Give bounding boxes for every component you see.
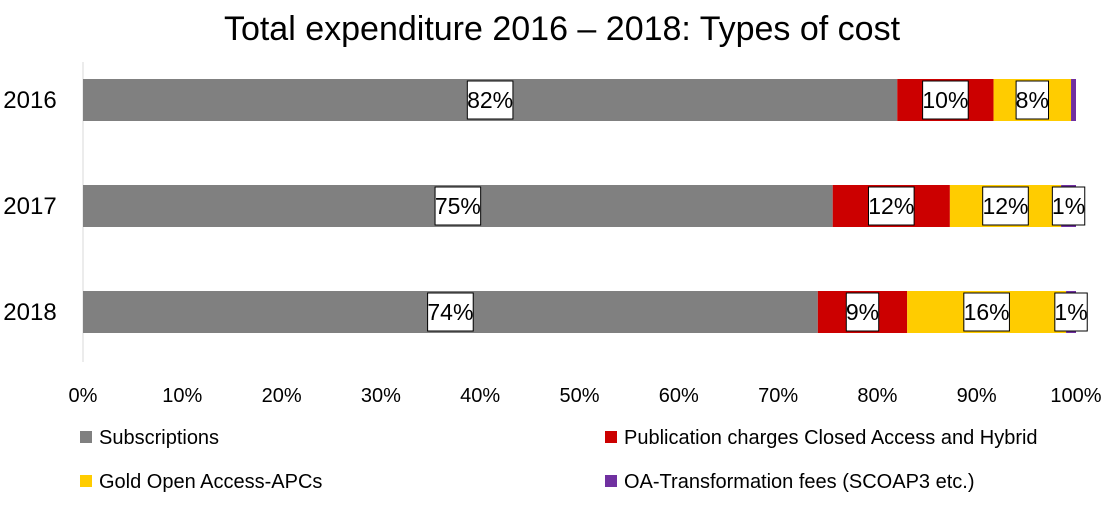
data-label-box-2017-series-3 (982, 186, 1029, 226)
legend-swatch-3 (80, 475, 92, 487)
legend-swatch-1 (80, 431, 92, 443)
x-tick-label-6: 60% (659, 385, 699, 407)
x-tick-label-3: 30% (361, 385, 401, 407)
category-label-2017: 2017 (3, 193, 56, 220)
data-label-2017-series-1: 75% (435, 193, 481, 219)
data-label-2016-series-1: 82% (467, 87, 513, 113)
bar-2016-series-4 (1071, 79, 1076, 121)
data-label-box-2017-series-4 (1051, 186, 1086, 226)
x-tick-label-0: 0% (69, 385, 98, 407)
legend: Subscriptions Publication charges Closed … (80, 427, 1038, 493)
data-label-2016-series-2: 10% (922, 87, 968, 113)
x-tick-label-9: 90% (957, 385, 997, 407)
data-label-2018-series-1: 74% (427, 299, 473, 325)
data-label-2017-series-4: 1% (1052, 193, 1085, 219)
plot-area: 2016 2017 2018 82% 10% 8% 75% 12% 12% 1% 74% 9% 16% 1… (3, 62, 1102, 407)
category-label-2018: 2018 (3, 299, 56, 326)
data-label-box-2017-series-1 (434, 186, 482, 226)
legend-label-2: Publication charges Closed Access and Hy… (624, 427, 1038, 449)
chart-title: Total expenditure 2016 – 2018: Types of … (224, 10, 901, 48)
data-label-box-2018-series-1 (427, 292, 474, 332)
category-label-2016: 2016 (3, 87, 56, 114)
legend-label-4: OA-Transformation fees (SCOAP3 etc.) (624, 471, 974, 493)
x-tick-label-8: 80% (857, 385, 897, 407)
x-tick-label-5: 50% (559, 385, 599, 407)
data-label-2018-series-3: 16% (964, 299, 1010, 325)
x-tick-label-1: 10% (162, 385, 202, 407)
data-label-2018-series-2: 9% (846, 299, 879, 325)
data-label-2018-series-4: 1% (1054, 299, 1087, 325)
data-label-2016-series-3: 8% (1016, 87, 1049, 113)
data-label-box-2016-series-3 (1015, 80, 1050, 120)
data-label-box-2018-series-4 (1054, 292, 1088, 332)
data-label-box-2017-series-2 (868, 186, 915, 226)
data-label-box-2016-series-2 (922, 80, 969, 120)
data-label-2017-series-3: 12% (982, 193, 1028, 219)
data-label-box-2016-series-1 (466, 80, 514, 120)
data-label-2017-series-2: 12% (868, 193, 914, 219)
x-tick-label-4: 40% (460, 385, 500, 407)
data-label-box-2018-series-2 (845, 292, 880, 332)
legend-swatch-4 (605, 475, 617, 487)
x-tick-label-2: 20% (262, 385, 302, 407)
legend-label-1: Subscriptions (99, 427, 219, 449)
data-label-box-2018-series-3 (963, 292, 1010, 332)
legend-swatch-2 (605, 431, 617, 443)
legend-label-3: Gold Open Access-APCs (99, 471, 322, 493)
x-tick-label-7: 70% (758, 385, 798, 407)
x-tick-label-10: 100% (1050, 385, 1101, 407)
